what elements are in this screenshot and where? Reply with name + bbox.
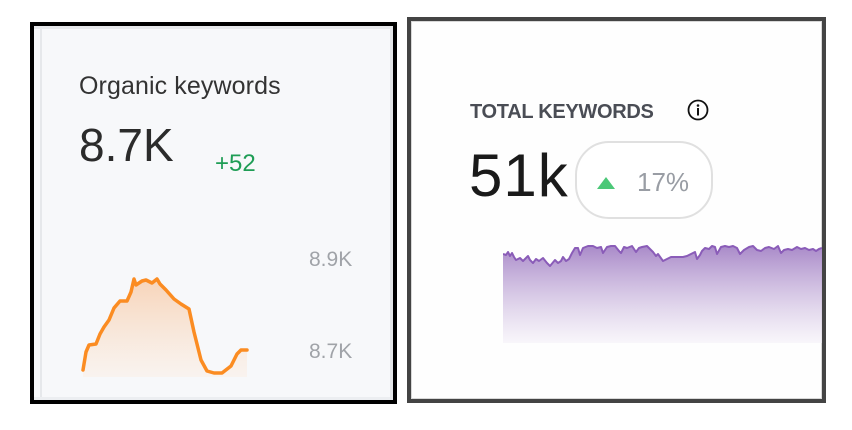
card-right-edge [390, 26, 393, 400]
axis-label-min: 8.7K [309, 340, 353, 363]
total-keywords-sparkline [503, 245, 822, 343]
card-left-edge [40, 29, 42, 400]
card-bottom-edge [34, 397, 393, 400]
info-circle-icon[interactable] [687, 99, 709, 121]
metric-value: 8.7K [79, 119, 174, 171]
card-title: TOTAL KEYWORDS [470, 101, 654, 123]
total-keywords-card[interactable]: TOTAL KEYWORDS 51k 17% [407, 17, 826, 403]
card-title: Organic keywords [79, 72, 281, 100]
triangle-up-icon [597, 177, 615, 189]
axis-label-max: 8.9K [309, 248, 353, 271]
organic-keywords-sparkline [81, 277, 249, 377]
metric-delta: +52 [215, 150, 256, 177]
change-percent: 17% [637, 167, 690, 197]
metric-value: 51k [469, 142, 569, 209]
organic-keywords-card[interactable]: Organic keywords 8.7K +52 8.9K 8.7K [30, 22, 397, 404]
change-badge: 17% [575, 141, 713, 219]
card-top-edge [34, 26, 393, 29]
